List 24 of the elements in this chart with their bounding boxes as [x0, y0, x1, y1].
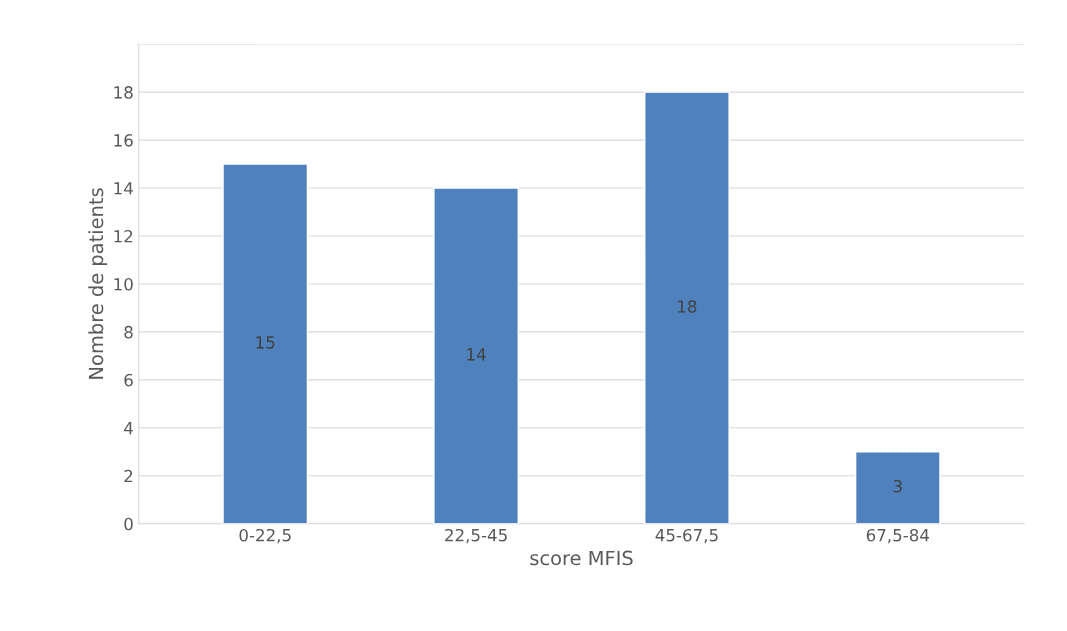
bar	[854, 451, 941, 524]
bar	[644, 91, 730, 524]
x-tick-label: 0-22,5	[239, 528, 291, 544]
data-label: 18	[678, 300, 697, 313]
x-axis-title: score MFIS	[530, 550, 633, 566]
y-tick-label: 0	[124, 517, 133, 531]
y-tick-label: 2	[124, 469, 133, 483]
x-tick-label: 45-67,5	[655, 528, 718, 544]
y-tick-label: 18	[114, 86, 133, 99]
data-label: 3	[893, 479, 902, 493]
bar	[433, 187, 519, 524]
data-label: 15	[256, 336, 275, 349]
data-label: 14	[467, 348, 486, 361]
y-tick-label: 10	[114, 277, 133, 291]
x-tick-label: 67,5-84	[866, 528, 930, 544]
y-tick-label: 16	[114, 134, 133, 147]
bar	[222, 163, 309, 524]
y-tick-label: 8	[124, 325, 133, 339]
y-tick-label: 6	[124, 373, 133, 387]
y-tick-label: 14	[114, 182, 133, 195]
y-axis-title: Nombre de patients	[88, 188, 108, 379]
y-tick-label: 12	[114, 229, 133, 243]
x-tick-label: 22,5-45	[445, 528, 507, 544]
y-tick-label: 4	[124, 422, 133, 435]
